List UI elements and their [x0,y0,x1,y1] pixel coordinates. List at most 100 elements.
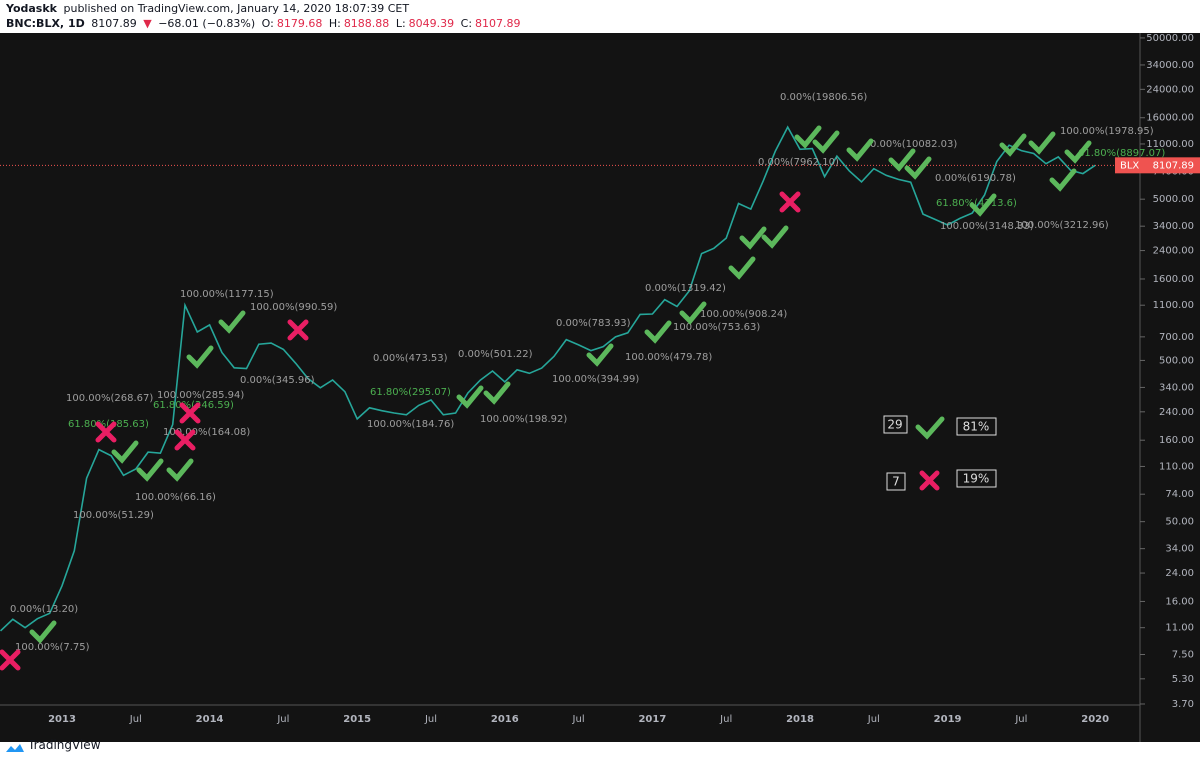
fib-level-label: 100.00%(3212.96) [1015,220,1109,231]
check-icon [136,458,164,482]
y-tick-label: 11000.00 [1146,139,1194,150]
fib-level-label: 100.00%(908.24) [700,309,787,320]
x-tick-label: Jul [867,714,880,725]
check-icon [456,385,484,409]
fib-level-label: 100.00%(164.08) [163,427,250,438]
publish-line: Yodaskk published on TradingView.com, Ja… [6,2,412,15]
check-icon [739,226,767,250]
count-box [886,472,906,491]
pct-box [956,417,997,436]
check-icon [969,193,997,217]
cross-icon [919,470,940,491]
count-box [883,415,908,434]
fib-retracement-label: 61.80%(295.07) [370,387,451,398]
cross-icon [779,191,801,213]
fib-level-label: 100.00%(285.94) [157,390,244,401]
chart-background [0,33,1200,742]
y-tick-label: 2400.00 [1153,246,1194,257]
fib-level-label: 100.00%(394.99) [552,374,639,385]
fib-level-label: 100.00%(479.78) [625,352,712,363]
last-price: 8107.89 [91,17,137,30]
fib-level-label: 0.00%(13.20) [10,604,78,615]
low-label: L: [395,17,406,30]
check-icon [166,458,194,482]
x-tick-label: 2015 [343,714,371,725]
footer-brand: TradingView [28,738,101,752]
fib-level-label: 0.00%(6190.78) [935,173,1016,184]
high: 8188.88 [343,17,390,30]
last-price-label: 8107.89 [1153,160,1194,171]
win-count: 29 [887,418,902,432]
fib-level-label: 0.00%(501.22) [458,349,533,360]
fib-level-label: 0.00%(783.93) [556,318,631,329]
x-tick-label: Jul [276,714,289,725]
y-tick-label: 110.00 [1159,461,1194,472]
check-icon [761,225,789,249]
y-tick-label: 3.70 [1172,699,1194,710]
high-label: H: [328,17,341,30]
y-tick-label: 160.00 [1159,435,1194,446]
y-tick-label: 50.00 [1165,517,1194,528]
fib-level-label: 100.00%(753.63) [673,322,760,333]
x-tick-label: 2018 [786,714,814,725]
fib-level-label: 100.00%(51.29) [73,510,154,521]
check-icon [679,301,707,325]
open-label: O: [261,17,274,30]
fib-level-label: 0.00%(1319.42) [645,283,726,294]
check-icon [218,310,246,334]
stats-box: 29 81% 7 19% [883,415,997,491]
x-tick-label: 2013 [48,714,76,725]
check-icon [1064,140,1092,164]
open: 8179.68 [276,17,323,30]
y-tick-label: 1600.00 [1153,274,1194,285]
x-tick-label: 2014 [196,714,224,725]
fib-level-label: 0.00%(7962.10) [758,157,839,168]
fib-level-label: 0.00%(345.96) [240,375,315,386]
cross-icon [287,319,309,341]
cross-icon [179,402,201,424]
y-tick-label: 24.00 [1165,568,1194,579]
pct-box [956,469,997,488]
check-icon [29,620,57,644]
check-icon [794,125,822,149]
fib-level-label: 100.00%(990.59) [250,302,337,313]
fib-level-label: 0.00%(473.53) [373,353,448,364]
check-icon [483,381,511,405]
y-tick-label: 340.00 [1159,382,1194,393]
y-tick-label: 74.00 [1165,489,1194,500]
x-tick-label: Jul [719,714,732,725]
check-icon [888,148,916,172]
check-icon [999,133,1027,157]
win-pct: 81% [963,420,990,434]
fib-retracement-label: 61.80%(185.63) [68,419,149,430]
low: 8049.39 [408,17,455,30]
fib-level-label: 100.00%(3148.33) [940,221,1034,232]
cross-icon [0,649,21,671]
fib-level-label: 100.00%(66.16) [135,492,216,503]
check-icon [586,343,614,367]
publish-info: published on TradingView.com, January 14… [60,2,410,15]
close-label: C: [460,17,473,30]
check-icon [915,416,945,440]
fib-level-label: 100.00%(1978.95) [1060,126,1154,137]
x-tick-label: 2020 [1081,714,1109,725]
y-tick-label: 3400.00 [1153,221,1194,232]
y-tick-label: 16.00 [1165,596,1194,607]
check-icon [1049,168,1077,192]
check-icon [728,256,756,280]
ohlc-line: BNC:BLX, 1D 8107.89 ▼ −68.01 (−0.83%) O:… [6,17,524,30]
check-icon [1028,131,1056,155]
y-tick-label: 240.00 [1159,407,1194,418]
fib-level-label: 100.00%(268.67) [66,393,153,404]
y-tick-label: 11.00 [1165,623,1194,634]
fib-retracement-label: 61.80%(8897.07) [1078,148,1165,159]
fib-retracement-label: 61.80%(246.59) [153,400,234,411]
x-tick-label: Jul [1014,714,1027,725]
x-tick-label: Jul [572,714,585,725]
fib-level-label: 100.00%(1177.15) [180,289,274,300]
symbol: BNC:BLX, 1D [6,17,85,30]
fib-level-label: 100.00%(184.76) [367,419,454,430]
x-tick-label: 2016 [491,714,519,725]
loss-count: 7 [892,475,900,489]
